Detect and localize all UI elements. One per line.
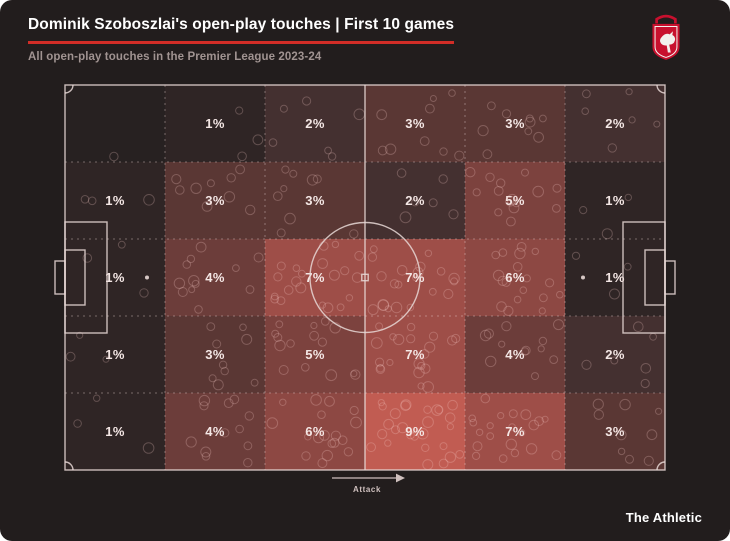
liverpool-crest-icon — [652, 14, 680, 60]
zone-percent-label: 3% — [205, 193, 225, 208]
zone-percent-label: 7% — [405, 347, 425, 362]
pitch-zone-r3-c4: 7% — [365, 239, 465, 316]
zone-percent-label: 6% — [505, 270, 525, 285]
pitch-zone-r1-c4: 3% — [365, 85, 465, 162]
pitch-zone-r4-c6: 2% — [565, 316, 665, 393]
attack-arrow: Attack — [332, 473, 405, 494]
zone-percent-label: 3% — [405, 116, 425, 131]
pitch-zone-r5-c6: 3% — [565, 393, 665, 470]
pitch-zone-r5-c2: 4% — [165, 393, 265, 470]
zone-percent-label: 3% — [605, 424, 625, 439]
pitch-zone-r1-c1 — [65, 85, 165, 162]
zone-percent-label: 3% — [505, 116, 525, 131]
pitch-zone-r4-c4: 7% — [365, 316, 465, 393]
zone-percent-label: 1% — [205, 116, 225, 131]
zone-percent-label: 1% — [105, 424, 125, 439]
zone-percent-label: 4% — [205, 270, 225, 285]
zone-percent-label: 2% — [605, 116, 625, 131]
zone-percent-label: 1% — [105, 193, 125, 208]
zone-percent-label: 4% — [205, 424, 225, 439]
pitch-zone-r1-c5: 3% — [465, 85, 565, 162]
pitch-zone-r2-c3: 3% — [265, 162, 365, 239]
zone-percent-label: 5% — [305, 347, 325, 362]
publisher-logo: The Athletic — [625, 510, 702, 525]
chart-title: Dominik Szoboszlai's open-play touches |… — [28, 16, 455, 44]
zone-percent-label: 7% — [405, 270, 425, 285]
pitch-zone-r2-c4: 2% — [365, 162, 465, 239]
pitch-zone-r2-c2: 3% — [165, 162, 265, 239]
left-goal — [54, 260, 66, 295]
pitch-zone-r3-c3: 7% — [265, 239, 365, 316]
zone-percent-label: 9% — [405, 424, 425, 439]
zone-percent-label: 1% — [605, 193, 625, 208]
chart-subtitle: All open-play touches in the Premier Lea… — [28, 51, 322, 63]
right-goal — [664, 260, 676, 295]
zone-percent-label: 3% — [205, 347, 225, 362]
zone-percent-label: 4% — [505, 347, 525, 362]
zone-percent-label: 2% — [405, 193, 425, 208]
pitch-zone-r4-c2: 3% — [165, 316, 265, 393]
zone-percent-label: 2% — [605, 347, 625, 362]
pitch-zone-r5-c1: 1% — [65, 393, 165, 470]
zone-percent-label: 1% — [105, 347, 125, 362]
pitch-zone-r3-c2: 4% — [165, 239, 265, 316]
pitch-zone-r4-c3: 5% — [265, 316, 365, 393]
crest-gates — [655, 14, 677, 24]
pitch-zone-r4-c5: 4% — [465, 316, 565, 393]
crest-inner-border — [654, 25, 678, 58]
zone-percent-label: 7% — [305, 270, 325, 285]
pitch-zone-r1-c6: 2% — [565, 85, 665, 162]
pitch-zone-r4-c1: 1% — [65, 316, 165, 393]
pitch-zone-r2-c1: 1% — [65, 162, 165, 239]
pitch-zone-r5-c5: 7% — [465, 393, 565, 470]
zones-grid: 1% 2% 3% 3% 2% 1% 3% 3% 2% 5% 1% 1% 4% 7% 7% 6% 1% 1% 3% 5%… — [65, 85, 665, 470]
attack-label: Attack — [353, 485, 381, 494]
pitch-heatmap: 1% 2% 3% 3% 2% 1% 3% 3% 2% 5% 1% 1% 4% 7% 7% 6% 1% 1% 3% 5%… — [54, 84, 676, 494]
pitch-zone-r1-c3: 2% — [265, 85, 365, 162]
pitch-zone-r3-c1: 1% — [65, 239, 165, 316]
pitch-zone-r1-c2: 1% — [165, 85, 265, 162]
zone-percent-label: 3% — [305, 193, 325, 208]
pitch-zone-r5-c4: 9% — [365, 393, 465, 470]
pitch-zone-r5-c3: 6% — [265, 393, 365, 470]
pitch-zone-r2-c6: 1% — [565, 162, 665, 239]
zone-percent-label: 2% — [305, 116, 325, 131]
zone-percent-label: 1% — [605, 270, 625, 285]
pitch-zone-r3-c6: 1% — [565, 239, 665, 316]
zone-percent-label: 6% — [305, 424, 325, 439]
zone-percent-label: 7% — [505, 424, 525, 439]
crest-liverbird — [660, 31, 676, 53]
zone-percent-label: 1% — [105, 270, 125, 285]
header: Dominik Szoboszlai's open-play touches |… — [28, 16, 455, 63]
pitch-zone-r3-c5: 6% — [465, 239, 565, 316]
zone-percent-label: 5% — [505, 193, 525, 208]
pitch-zone-r2-c5: 5% — [465, 162, 565, 239]
